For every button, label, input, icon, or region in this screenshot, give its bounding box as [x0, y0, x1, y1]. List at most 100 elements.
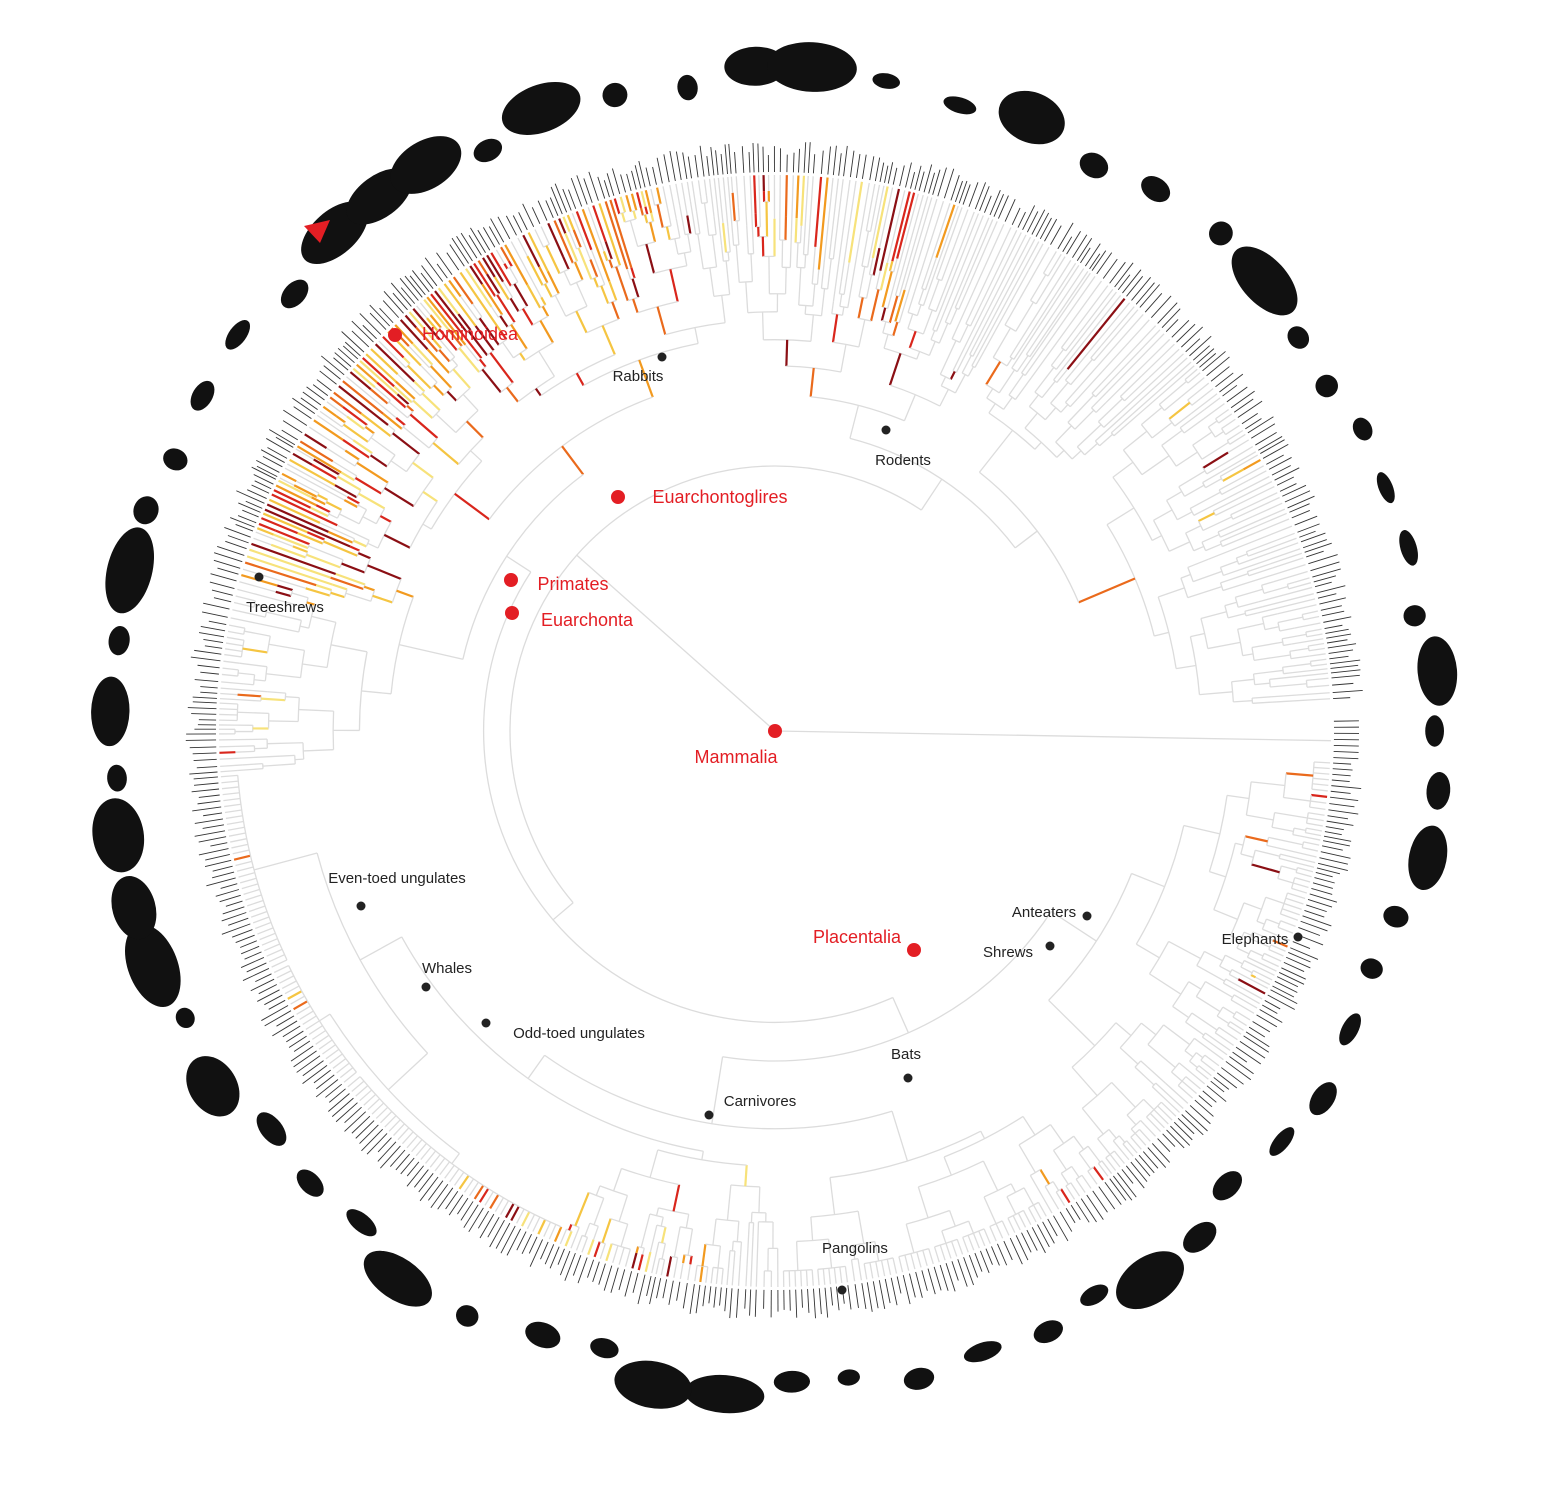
tip-label [696, 1285, 700, 1313]
tip-label [951, 175, 959, 200]
node-dot [357, 902, 366, 911]
branch [1262, 582, 1274, 586]
branch [1227, 795, 1249, 798]
branch [1070, 399, 1077, 407]
branch [1224, 1031, 1237, 1040]
animal-silhouette [990, 81, 1073, 154]
branch [1188, 395, 1194, 400]
branch [228, 631, 244, 634]
branch [652, 1258, 656, 1274]
tip-label [241, 946, 259, 954]
node-dot [838, 1286, 847, 1295]
tip-label [753, 143, 754, 172]
tip-label [598, 177, 605, 199]
branch [1237, 948, 1249, 954]
branch [344, 425, 368, 442]
branch [627, 269, 630, 279]
node-dot [907, 943, 921, 957]
branch [523, 309, 533, 325]
tip-label [303, 392, 321, 405]
branch [1223, 1007, 1235, 1014]
branch [975, 352, 984, 368]
animal-silhouette [1207, 1165, 1248, 1206]
animal-silhouette [220, 316, 254, 354]
branch [588, 1240, 593, 1255]
branch [309, 1026, 322, 1035]
branch [935, 1247, 940, 1262]
branch [833, 232, 836, 259]
branch [718, 178, 723, 223]
branch [368, 543, 378, 548]
tip-label [210, 582, 235, 588]
tip-label [1295, 516, 1317, 525]
tip-label [1158, 303, 1178, 324]
branch [756, 1253, 757, 1287]
tip-label [329, 1089, 345, 1103]
animal-silhouette [1425, 771, 1452, 811]
branch [940, 1245, 945, 1260]
branch [869, 258, 872, 274]
branch [766, 202, 767, 237]
branch [1101, 307, 1134, 346]
branch [417, 306, 427, 318]
branch [285, 986, 299, 994]
animal-silhouette [494, 72, 587, 145]
tip-label [604, 180, 609, 197]
tip-label [363, 325, 377, 339]
animal-silhouette [588, 1335, 621, 1361]
tip-label [934, 1267, 941, 1290]
clade-label: Elephants [1222, 931, 1289, 948]
branch [658, 307, 666, 335]
branch [263, 764, 295, 766]
branch [1238, 623, 1264, 629]
tip-label [888, 162, 892, 183]
animal-silhouette [1077, 1280, 1112, 1310]
branch [1313, 685, 1329, 686]
animal-silhouette [342, 1204, 381, 1241]
branch [455, 494, 490, 520]
branch [331, 645, 367, 652]
tip-label [469, 1208, 484, 1232]
animal-silhouette [1177, 1216, 1222, 1259]
branch [262, 939, 278, 946]
tip-label [969, 1255, 977, 1277]
branch [604, 251, 607, 260]
branch [548, 271, 559, 293]
branch [257, 928, 273, 934]
tip-label [199, 633, 224, 637]
branch [674, 1258, 678, 1278]
branch [328, 532, 352, 543]
tip-label [209, 621, 226, 624]
branch [1045, 408, 1055, 420]
branch [380, 516, 391, 522]
tip-label [478, 230, 490, 250]
branch-arc [510, 466, 921, 903]
tip-label [213, 866, 233, 871]
tip-label [749, 152, 750, 173]
tip-label [345, 342, 360, 356]
tip-label [203, 603, 229, 609]
branch [249, 906, 265, 911]
branch [1272, 827, 1293, 831]
branch [751, 254, 752, 282]
tip-label [343, 346, 358, 359]
branch [1194, 1038, 1210, 1050]
tip-label [677, 1282, 680, 1301]
branch [447, 392, 456, 401]
branch [839, 282, 841, 294]
tip-label [1306, 551, 1323, 557]
branch [251, 912, 267, 918]
branch [739, 1254, 741, 1286]
major-clade-label: Primates [537, 574, 608, 594]
node-dot [422, 983, 431, 992]
tip-label [919, 172, 924, 191]
tip-label [254, 475, 274, 485]
tip-label [1333, 690, 1363, 692]
branch [490, 353, 513, 383]
tip-label [203, 813, 222, 816]
tip-label [261, 450, 285, 463]
branch [487, 274, 499, 293]
tip-label [742, 146, 743, 173]
branch [555, 295, 566, 316]
branch [410, 415, 437, 439]
